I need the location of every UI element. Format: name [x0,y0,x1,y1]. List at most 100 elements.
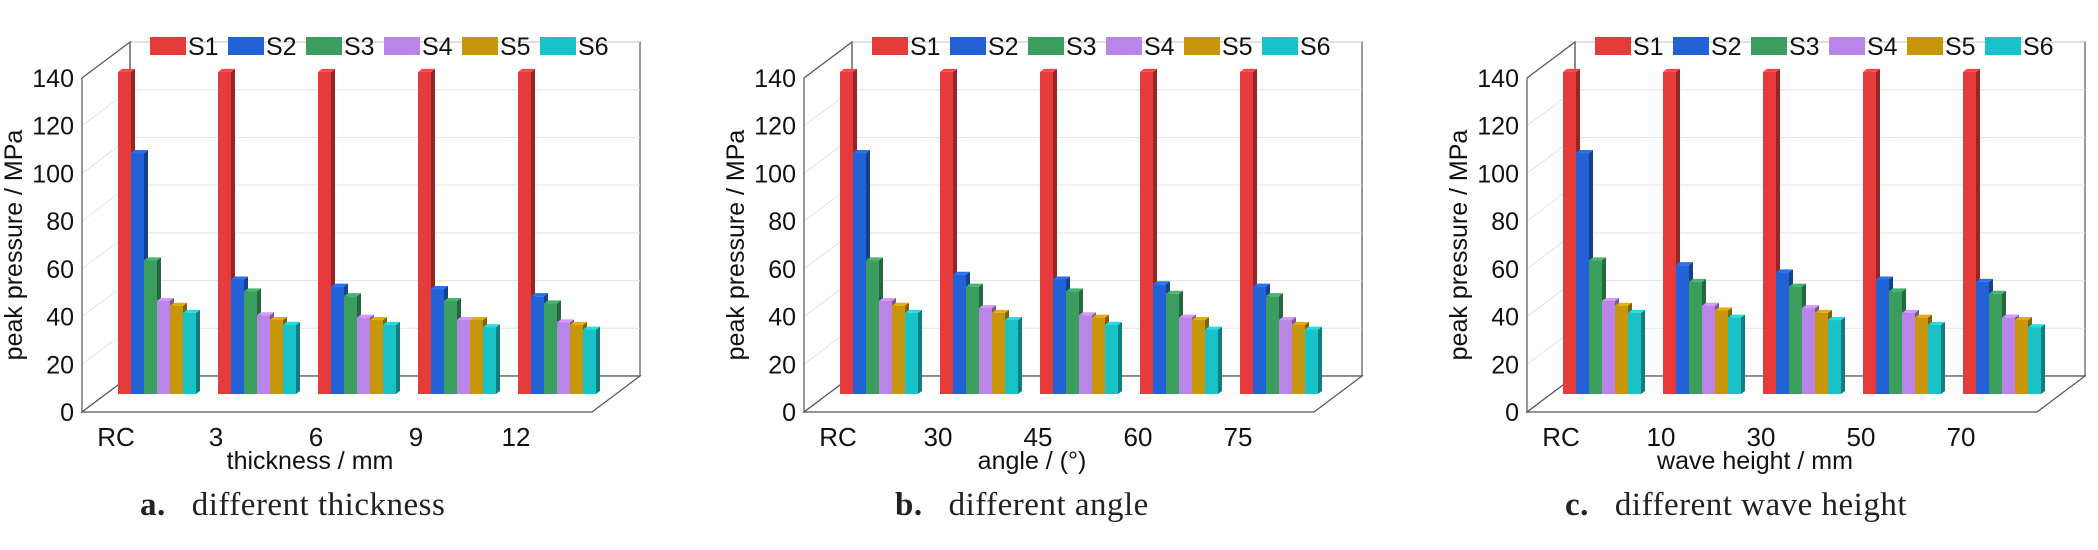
chart-1-xlabel: angle / (°) [978,447,1087,475]
caption-b: b. different angle [895,487,1149,524]
bar-s6-9 [483,324,500,394]
chart-2-ytick-label: 120 [1477,113,1519,141]
chart-1-category-label: 30 [924,422,953,452]
bar-s6-50 [1928,321,1945,394]
legend-swatch-s3 [306,37,342,55]
chart-0-ylabel: peak pressure / MPa [0,130,28,361]
legend-swatch-s5 [1907,37,1943,55]
legend-swatch-s3 [1028,37,1064,55]
chart-1-ytick-label: 80 [768,208,796,236]
legend-swatch-s6 [540,37,576,55]
chart-1-category-label: 45 [1024,422,1053,452]
bar-s6-30 [1005,317,1022,394]
legend-label-s2: S2 [266,33,297,61]
bar-s6-3 [283,321,300,394]
caption-a-label: a. [140,487,166,523]
legend-swatch-s6 [1985,37,2021,55]
legend-swatch-s2 [1673,37,1709,55]
chart-0-ytick-label: 60 [46,256,74,284]
chart-1-ytick-label: 100 [754,160,796,188]
legend-label-s5: S5 [500,33,531,61]
caption-a-text: different thickness [191,487,446,523]
caption-c-text: different wave height [1614,487,1908,523]
caption-b-label: b. [895,487,923,523]
legend-label-s2: S2 [988,33,1019,61]
legend-label-s3: S3 [1789,33,1820,61]
legend-label-s4: S4 [1144,33,1175,61]
legend-label-s2: S2 [1711,33,1742,61]
legend-swatch-s6 [1262,37,1298,55]
chart-0-ytick-label: 0 [60,399,74,427]
chart-2-category-label: 50 [1847,422,1876,452]
legend-label-s1: S1 [910,33,941,61]
legend-label-s6: S6 [2023,33,2054,61]
bar-s6-30 [1828,317,1845,394]
caption-c: c. different wave height [1565,487,1907,524]
legend-label-s1: S1 [1633,33,1664,61]
chart-1-category-label: 60 [1124,422,1153,452]
chart-2-ytick-label: 40 [1491,304,1519,332]
chart-1-ylabel: peak pressure / MPa [722,130,750,361]
chart-0-category-label: 9 [409,422,423,452]
caption-b-text: different angle [948,487,1149,523]
bar-s6-75 [1305,326,1322,394]
legend-swatch-s5 [462,37,498,55]
chart-0-ytick-label: 100 [32,160,74,188]
legend-label-s3: S3 [344,33,375,61]
chart-2-ylabel: peak pressure / MPa [1445,130,1473,361]
legend-label-s3: S3 [1066,33,1097,61]
legend-label-s1: S1 [188,33,219,61]
legend-label-s4: S4 [1867,33,1898,61]
bar-s6-10 [1728,314,1745,394]
chart-0-category-label: 3 [209,422,223,452]
chart-2-category-label: 10 [1647,422,1676,452]
chart-2-category-label: 30 [1747,422,1776,452]
legend-label-s5: S5 [1945,33,1976,61]
legend-swatch-s1 [150,37,186,55]
chart-2-ytick-label: 80 [1491,208,1519,236]
chart-2-ytick-label: 100 [1477,160,1519,188]
legend-swatch-s2 [950,37,986,55]
legend-label-s6: S6 [1300,33,1331,61]
bar-s6-rc [1628,309,1645,394]
chart-2-category-label: 70 [1947,422,1976,452]
legend-swatch-s4 [384,37,420,55]
chart-2-xlabel: wave height / mm [1656,447,1853,475]
bar-s6-70 [2028,324,2045,394]
caption-c-label: c. [1565,487,1589,523]
chart-0-xlabel: thickness / mm [227,447,394,475]
bar-s6-6 [383,321,400,394]
chart-2-ytick-label: 140 [1477,65,1519,93]
chart-1-ytick-label: 40 [768,304,796,332]
bar-s6-rc [905,309,922,394]
legend-swatch-s3 [1751,37,1787,55]
chart-2-ytick-label: 60 [1491,256,1519,284]
legend-swatch-s4 [1829,37,1865,55]
bar-s6-45 [1105,321,1122,394]
caption-a: a. different thickness [140,487,445,524]
chart-0-ytick-label: 140 [32,65,74,93]
chart-b-angle: 0 20 40 60 80 100 120 140 peak pressure / MPa RC 3… [722,33,1364,475]
chart-1-ytick-label: 120 [754,113,796,141]
chart-1-category-label: 75 [1224,422,1253,452]
chart-2-ytick-label: 20 [1491,351,1519,379]
legend-label-s4: S4 [422,33,453,61]
chart-1-ytick-label: 0 [782,399,796,427]
legend-swatch-s1 [872,37,908,55]
legend-swatch-s1 [1595,37,1631,55]
chart-0-category-label: 12 [502,422,531,452]
legend-label-s6: S6 [578,33,609,61]
chart-2-category-label: RC [1542,422,1580,452]
chart-1-ytick-label: 20 [768,351,796,379]
chart-1-ytick-label: 140 [754,65,796,93]
chart-0-ytick-label: 80 [46,208,74,236]
bar-s6-rc [183,309,200,394]
legend-swatch-s2 [228,37,264,55]
chart-1-category-label: RC [819,422,857,452]
chart-a-thickness: 0 20 40 60 80 100 120 140 peak pressure / MPa RC 3… [0,33,642,475]
chart-0-ytick-label: 20 [46,351,74,379]
bar-s6-60 [1205,326,1222,394]
bar-s6-12 [583,326,600,394]
chart-1-ytick-label: 60 [768,256,796,284]
legend-swatch-s4 [1106,37,1142,55]
